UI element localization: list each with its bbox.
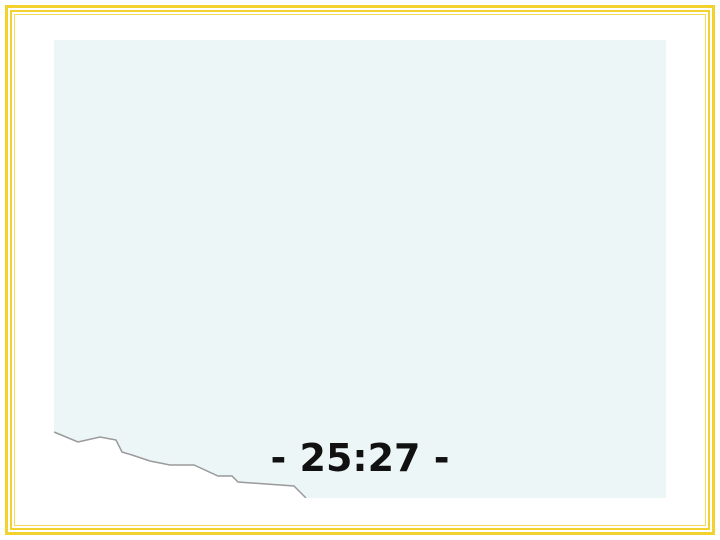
border-frame-outer	[5, 5, 715, 535]
verse-reference-caption: - 25:27 -	[270, 436, 450, 480]
image-panel	[54, 40, 666, 498]
border-frame-middle	[10, 10, 710, 530]
border-frame-inner	[14, 14, 706, 526]
torn-paper-edge	[54, 431, 307, 498]
